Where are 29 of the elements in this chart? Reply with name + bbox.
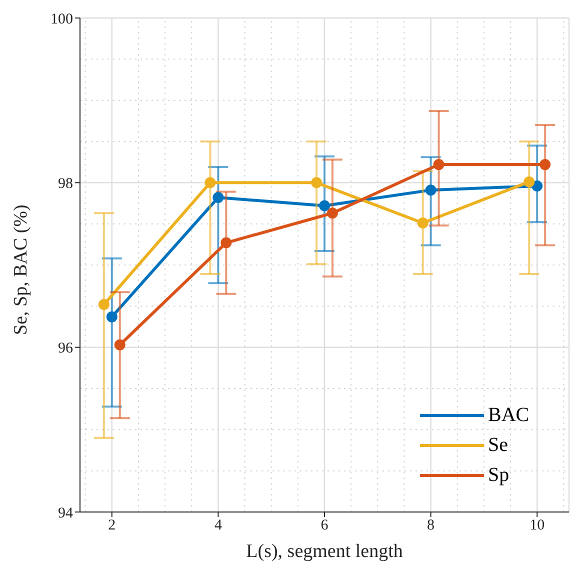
point — [524, 176, 535, 188]
x-tick-label: 8 — [427, 518, 435, 534]
point — [326, 208, 338, 219]
point — [114, 339, 126, 350]
point — [532, 180, 543, 192]
x-tick-label: 2 — [108, 518, 116, 534]
point — [425, 184, 436, 196]
legend-label: Se — [488, 433, 508, 458]
y-axis-title: Se, Sp, BAC (%) — [10, 204, 32, 335]
legend-label: Sp — [488, 463, 510, 488]
x-tick-label: 10 — [530, 518, 545, 534]
point — [106, 311, 118, 322]
point — [540, 159, 551, 170]
point — [220, 237, 232, 248]
point — [204, 177, 216, 188]
point — [433, 159, 444, 170]
point — [417, 218, 428, 229]
x-axis-title: L(s), segment length — [246, 541, 404, 562]
y-tick-label: 98 — [58, 176, 73, 192]
legend-label: BAC — [488, 403, 530, 428]
x-tick-label: 6 — [320, 518, 329, 534]
point — [98, 299, 110, 310]
x-tick-label: 4 — [214, 518, 222, 534]
point — [319, 200, 330, 212]
y-tick-label: 100 — [50, 11, 73, 28]
y-tick-label: 96 — [58, 340, 74, 357]
point — [212, 192, 224, 203]
point — [311, 177, 322, 188]
y-tick-label: 94 — [58, 505, 74, 522]
